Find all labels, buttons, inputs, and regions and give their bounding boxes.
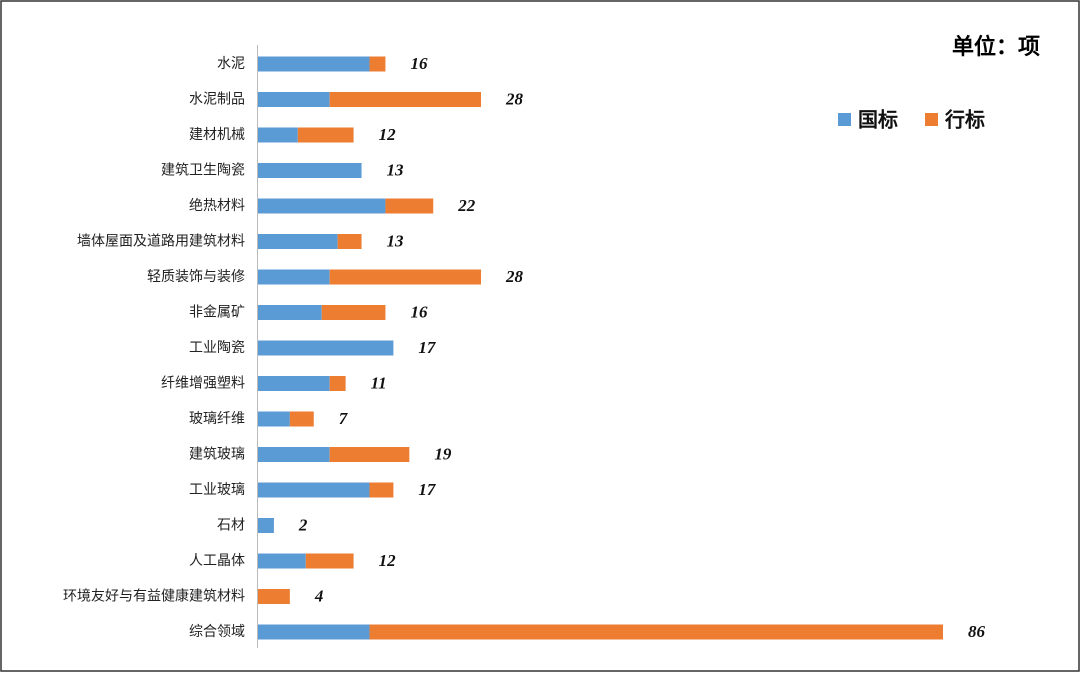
- y-tick-label: 建筑卫生陶瓷: [161, 163, 245, 179]
- y-tick-label: 石材: [217, 518, 245, 534]
- bar-segment: [258, 553, 306, 569]
- total-label: 13: [387, 231, 405, 250]
- bar-segment: [385, 198, 434, 214]
- bar-segment: [258, 234, 338, 249]
- total-label: 28: [505, 267, 524, 286]
- bar-segment: [258, 482, 370, 498]
- total-label: 12: [379, 125, 397, 144]
- bar-segment: [258, 340, 394, 356]
- y-tick-label: 水泥制品: [189, 92, 245, 108]
- bar-segment: [258, 447, 330, 462]
- bar-segment: [289, 411, 314, 427]
- bar-segment: [258, 269, 330, 285]
- bar-segment: [258, 56, 370, 72]
- total-label: 16: [410, 54, 428, 73]
- y-tick-label: 墙体屋面及道路用建筑材料: [77, 234, 245, 250]
- legend-label: 国标: [858, 108, 898, 132]
- total-label: 22: [457, 196, 476, 215]
- total-label: 11: [371, 373, 387, 392]
- total-label: 86: [968, 622, 986, 641]
- bar-segment: [329, 269, 482, 285]
- y-tick-label: 建材机械: [189, 127, 245, 143]
- y-tick-label: 水泥: [217, 56, 245, 72]
- y-tick-label: 工业陶瓷: [189, 340, 245, 356]
- total-label: 19: [434, 444, 452, 463]
- bar-segment: [305, 553, 354, 569]
- total-label: 17: [418, 480, 437, 499]
- bar-segment: [258, 624, 370, 640]
- legend-swatch: [925, 113, 938, 126]
- total-label: 12: [379, 551, 397, 570]
- legend-label: 行标: [944, 108, 985, 132]
- bar-segment: [258, 163, 362, 178]
- bar-segment: [369, 624, 944, 640]
- total-label: 28: [505, 89, 524, 108]
- bar-segment: [297, 127, 354, 143]
- bar-segment: [329, 447, 410, 462]
- total-label: 17: [418, 338, 437, 357]
- bar-segment: [321, 305, 386, 320]
- bar-segment: [258, 127, 298, 143]
- total-label: 2: [298, 515, 308, 534]
- legend-swatch: [838, 113, 851, 126]
- bar-segment: [258, 305, 322, 320]
- y-tick-label: 建筑玻璃: [189, 446, 245, 463]
- bar-segment: [258, 198, 386, 214]
- y-tick-label: 人工晶体: [189, 553, 245, 569]
- unit: 单位：项: [952, 34, 1040, 60]
- y-tick-label: 纤维增强塑料: [161, 376, 245, 392]
- bar-segment: [258, 92, 330, 107]
- y-tick-label: 绝热材料: [189, 198, 245, 214]
- bar-segment: [329, 92, 482, 107]
- y-tick-label: 轻质装饰与装修: [147, 269, 245, 285]
- bar-segment: [329, 376, 346, 391]
- y-tick-label: 非金属矿: [189, 305, 245, 321]
- y-tick-label: 综合领域: [189, 624, 245, 640]
- y-tick-label: 玻璃纤维: [189, 410, 245, 427]
- bar-segment: [258, 376, 330, 391]
- bar-segment: [258, 411, 290, 427]
- y-tick-label: 环境友好与有益健康建筑材料: [63, 588, 245, 605]
- total-label: 4: [314, 586, 324, 605]
- total-label: 16: [410, 302, 428, 321]
- y-tick-label: 工业玻璃: [189, 481, 245, 498]
- bar-segment: [258, 589, 290, 604]
- bar-segment: [337, 234, 362, 249]
- total-label: 13: [387, 160, 405, 179]
- bar-segment: [369, 482, 394, 498]
- bar-segment: [369, 56, 386, 72]
- bar-segment: [258, 518, 274, 533]
- total-label: 7: [339, 409, 349, 428]
